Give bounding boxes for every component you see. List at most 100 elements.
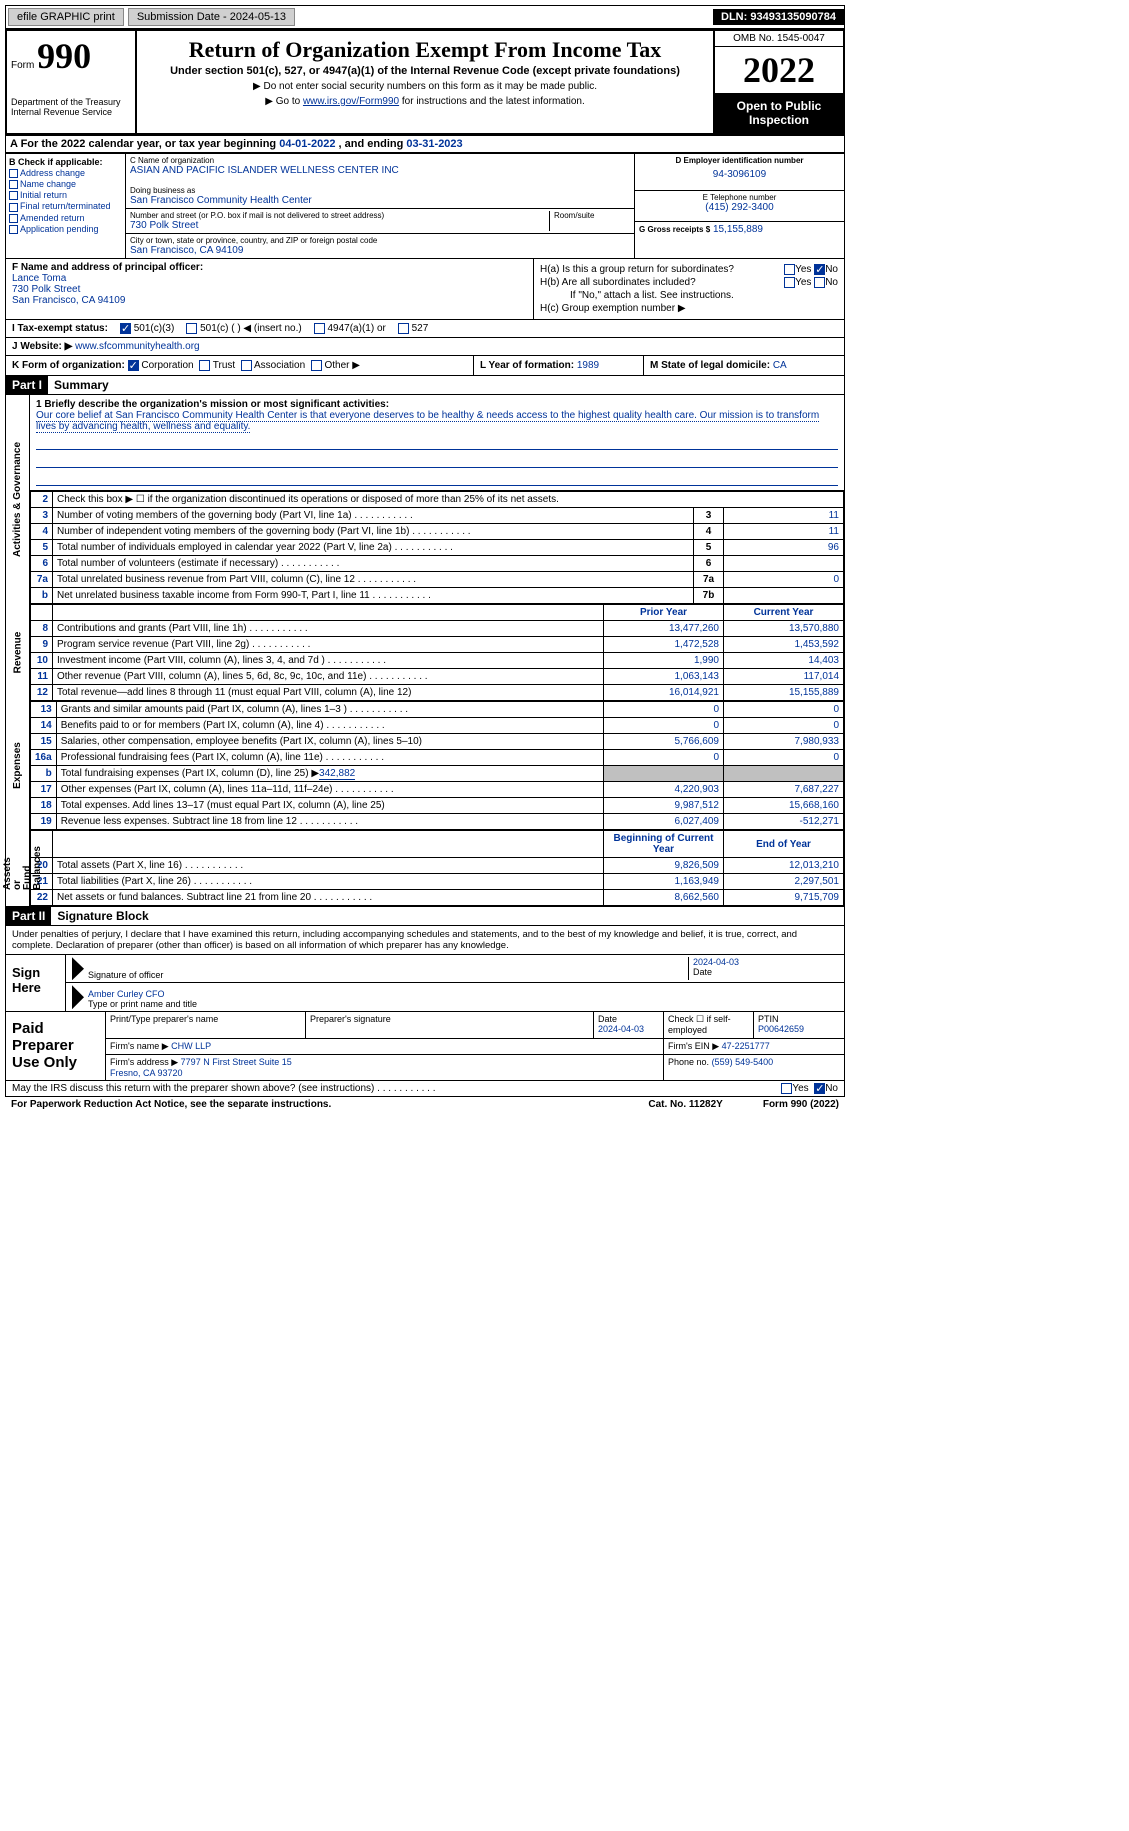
submission-date: Submission Date - 2024-05-13 <box>128 8 295 26</box>
firm-name: CHW LLP <box>171 1041 211 1051</box>
chk-association[interactable] <box>241 360 252 371</box>
chk-501c[interactable] <box>186 323 197 334</box>
expenses-section: Expenses 13Grants and similar amounts pa… <box>5 701 845 830</box>
col-c-org-info: C Name of organization ASIAN AND PACIFIC… <box>126 154 634 258</box>
expenses-table: 13Grants and similar amounts paid (Part … <box>30 701 844 830</box>
chk-final-return[interactable]: Final return/terminated <box>9 201 122 211</box>
top-bar: efile GRAPHIC print Submission Date - 20… <box>5 5 845 29</box>
org-name: ASIAN AND PACIFIC ISLANDER WELLNESS CENT… <box>130 165 630 176</box>
table-row: 6Total number of volunteers (estimate if… <box>31 556 844 572</box>
arrow-icon <box>72 957 84 980</box>
efile-button[interactable]: efile GRAPHIC print <box>8 8 124 26</box>
chk-application-pending[interactable]: Application pending <box>9 224 122 234</box>
table-row: 4Number of independent voting members of… <box>31 524 844 540</box>
form-title: Return of Organization Exempt From Incom… <box>143 37 707 63</box>
table-row: bTotal fundraising expenses (Part IX, co… <box>31 766 844 782</box>
vlabel-activities: Activities & Governance <box>12 442 23 557</box>
form-subtitle: Under section 501(c), 527, or 4947(a)(1)… <box>143 65 707 77</box>
chk-name-change[interactable]: Name change <box>9 179 122 189</box>
officer-signature-name: Amber Curley CFO <box>88 989 838 999</box>
table-row: 13Grants and similar amounts paid (Part … <box>31 702 844 718</box>
dept-label: Department of the Treasury Internal Reve… <box>11 97 131 117</box>
ha-no-checkbox[interactable] <box>814 264 825 275</box>
row-j-website: J Website: ▶ www.sfcommunityhealth.org <box>5 338 845 356</box>
discuss-no-checkbox[interactable] <box>814 1083 825 1094</box>
net-assets-section: Net Assets or Fund Balances Beginning of… <box>5 830 845 907</box>
website-url[interactable]: www.sfcommunityhealth.org <box>75 341 200 352</box>
arrow-icon <box>72 985 84 1009</box>
tax-year-begin: 04-01-2022 <box>279 138 335 150</box>
table-row: 18Total expenses. Add lines 13–17 (must … <box>31 798 844 814</box>
table-row: 22Net assets or fund balances. Subtract … <box>31 890 844 906</box>
gross-receipts: 15,155,889 <box>713 224 763 235</box>
tax-year-end: 03-31-2023 <box>406 138 462 150</box>
hb-yes-checkbox[interactable] <box>784 277 795 288</box>
activities-governance-section: Activities & Governance 1 Briefly descri… <box>5 395 845 604</box>
table-row: 11Other revenue (Part VIII, column (A), … <box>31 669 844 685</box>
vlabel-net-assets: Net Assets or Fund Balances <box>0 846 43 890</box>
officer-name: Lance Toma <box>12 273 527 284</box>
chk-corporation[interactable] <box>128 360 139 371</box>
table-row: 19Revenue less expenses. Subtract line 1… <box>31 814 844 830</box>
row-klm: K Form of organization: Corporation Trus… <box>5 356 845 376</box>
fundraising-exp: 342,882 <box>319 768 355 780</box>
table-row: 15Salaries, other compensation, employee… <box>31 734 844 750</box>
prep-date: 2024-04-03 <box>598 1024 659 1034</box>
col-d-ein: D Employer identification number 94-3096… <box>634 154 844 258</box>
table-row: 12Total revenue—add lines 8 through 11 (… <box>31 685 844 701</box>
chk-527[interactable] <box>398 323 409 334</box>
governance-table: 2Check this box ▶ ☐ if the organization … <box>30 491 844 604</box>
revenue-section: Revenue Prior YearCurrent Year 8Contribu… <box>5 604 845 701</box>
chk-initial-return[interactable]: Initial return <box>9 190 122 200</box>
chk-address-change[interactable]: Address change <box>9 168 122 178</box>
year-formation: 1989 <box>577 360 599 371</box>
state-domicile: CA <box>773 360 787 371</box>
city-state-zip: San Francisco, CA 94109 <box>130 245 630 256</box>
irs-link[interactable]: www.irs.gov/Form990 <box>303 96 399 107</box>
paid-preparer-block: Paid Preparer Use Only Print/Type prepar… <box>5 1012 845 1081</box>
table-row: 7aTotal unrelated business revenue from … <box>31 572 844 588</box>
firm-ein: 47-2251777 <box>722 1041 770 1051</box>
table-row: 20Total assets (Part X, line 16)9,826,50… <box>31 858 844 874</box>
chk-trust[interactable] <box>199 360 210 371</box>
vlabel-revenue: Revenue <box>12 632 23 674</box>
signature-declaration: Under penalties of perjury, I declare th… <box>5 926 845 955</box>
page-footer: For Paperwork Reduction Act Notice, see … <box>5 1097 845 1112</box>
officer-street: 730 Polk Street <box>12 284 527 295</box>
form-label: Form <box>11 60 34 71</box>
discuss-row: May the IRS discuss this return with the… <box>5 1081 845 1097</box>
dba-name: San Francisco Community Health Center <box>130 195 630 206</box>
chk-other[interactable] <box>311 360 322 371</box>
form-note-1: ▶ Do not enter social security numbers o… <box>143 81 707 92</box>
table-row: 9Program service revenue (Part VIII, lin… <box>31 637 844 653</box>
chk-501c3[interactable] <box>120 323 131 334</box>
sign-date: 2024-04-03 <box>693 957 838 967</box>
discuss-yes-checkbox[interactable] <box>781 1083 792 1094</box>
net-assets-table: Beginning of Current YearEnd of Year 20T… <box>30 830 844 906</box>
row-fh: F Name and address of principal officer:… <box>5 259 845 320</box>
open-inspection: Open to Public Inspection <box>715 93 843 133</box>
chk-amended[interactable]: Amended return <box>9 213 122 223</box>
hb-no-checkbox[interactable] <box>814 277 825 288</box>
part-2-header: Part II Signature Block <box>5 907 845 926</box>
revenue-table: Prior YearCurrent Year 8Contributions an… <box>30 604 844 701</box>
telephone: (415) 292-3400 <box>639 202 840 213</box>
part-1-header: Part I Summary <box>5 376 845 395</box>
section-a: A For the 2022 calendar year, or tax yea… <box>5 135 845 153</box>
table-row: 14Benefits paid to or for members (Part … <box>31 718 844 734</box>
tax-year: 2022 <box>715 47 843 93</box>
vlabel-expenses: Expenses <box>12 742 23 789</box>
ein-value: 94-3096109 <box>639 169 840 180</box>
table-row: 3Number of voting members of the governi… <box>31 508 844 524</box>
row-i-tax-exempt: I Tax-exempt status: 501(c)(3) 501(c) ( … <box>5 320 845 338</box>
table-row: 21Total liabilities (Part X, line 26)1,1… <box>31 874 844 890</box>
form-note-2: ▶ Go to www.irs.gov/Form990 for instruct… <box>143 96 707 107</box>
ha-yes-checkbox[interactable] <box>784 264 795 275</box>
form-number: 990 <box>37 36 91 76</box>
chk-4947[interactable] <box>314 323 325 334</box>
table-row: 17Other expenses (Part IX, column (A), l… <box>31 782 844 798</box>
sign-here-block: Sign Here Signature of officer 2024-04-0… <box>5 955 845 1012</box>
omb-number: OMB No. 1545-0047 <box>715 31 843 47</box>
dln-label: DLN: 93493135090784 <box>713 9 844 25</box>
ptin-value: P00642659 <box>758 1024 840 1034</box>
